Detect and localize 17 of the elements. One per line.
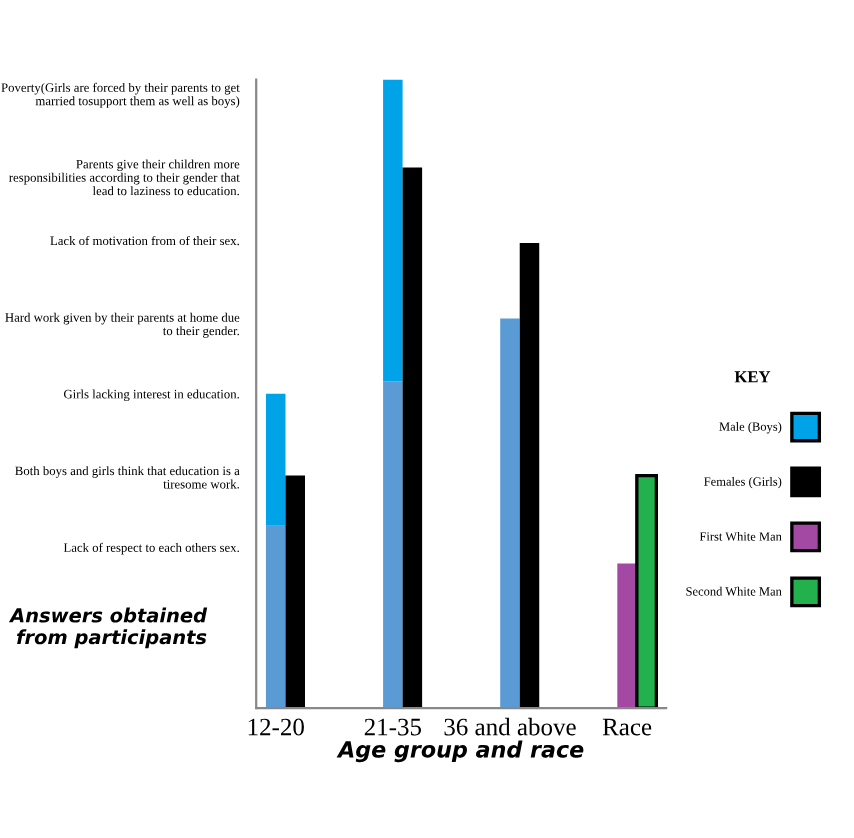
x-tick-label: 21-35: [364, 718, 422, 736]
legend-title: KEY: [734, 371, 771, 383]
x-axis-title: Age group and race: [336, 740, 584, 763]
x-tick-label: 12-20: [248, 718, 304, 736]
bar: [383, 381, 403, 709]
bar: [617, 563, 637, 709]
bar: [265, 393, 286, 526]
bar: [519, 243, 540, 709]
text: Answers obtained from participants: [8, 607, 208, 649]
x-tick-label: Race: [602, 718, 652, 736]
bar: [285, 475, 305, 709]
bar: [383, 79, 403, 382]
x-tick-label: 36 and above: [444, 717, 576, 736]
bar: [635, 473, 659, 709]
bar: [500, 318, 520, 709]
bar: [402, 167, 423, 709]
bar: [265, 525, 286, 709]
